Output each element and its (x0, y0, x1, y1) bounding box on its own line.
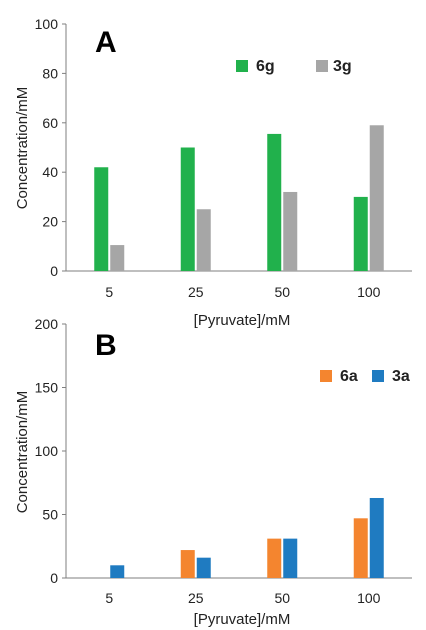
bar-3g-5 (110, 245, 125, 271)
panel-label: B (95, 329, 117, 362)
y-tick-label: 100 (35, 16, 59, 32)
bar-3g-100 (369, 125, 384, 272)
bar-6g-100 (353, 196, 368, 271)
y-tick-label: 60 (42, 115, 58, 131)
bar-3a-25 (196, 557, 211, 578)
x-tick-label: 50 (274, 590, 290, 606)
legend-label-3a: 3a (392, 368, 410, 385)
legend-label-3g: 3g (333, 58, 352, 75)
x-tick-label: 25 (188, 590, 204, 606)
bar-6a-50 (267, 538, 282, 578)
chart-panel-a: 0 20 40 60 80 100 5 25 50 100 Concentration/mM [Pyr… (14, 16, 412, 329)
bar-3a-100 (369, 497, 384, 578)
legend-swatch-6g (236, 60, 248, 72)
bar-3a-5 (110, 565, 125, 578)
y-tick-label: 100 (35, 443, 59, 459)
x-tick-label: 25 (188, 284, 204, 300)
x-tick-label: 5 (105, 590, 113, 606)
y-tick-label: 20 (42, 214, 58, 230)
y-tick-label: 40 (42, 164, 58, 180)
y-axis-label: Concentration/mM (14, 87, 31, 210)
y-tick-label: 0 (50, 263, 58, 279)
x-tick-label: 100 (357, 590, 381, 606)
panel-label: A (95, 26, 117, 59)
y-tick-label: 0 (50, 570, 58, 586)
x-tick-label: 50 (274, 284, 290, 300)
x-tick-label: 5 (105, 284, 113, 300)
legend-label-6a: 6a (340, 368, 358, 385)
bar-3g-50 (283, 191, 298, 271)
x-tick-label: 100 (357, 284, 381, 300)
y-tick-label: 200 (35, 316, 59, 332)
y-tick-label: 50 (42, 507, 58, 523)
bar-6g-50 (267, 133, 282, 271)
y-tick-label: 80 (42, 65, 58, 81)
bar-3g-25 (196, 209, 211, 271)
bar-6a-100 (353, 518, 368, 578)
y-tick-label: 150 (35, 380, 59, 396)
bar-6a-25 (180, 550, 195, 578)
bar-6g-25 (180, 147, 195, 271)
legend-swatch-6a (320, 370, 332, 382)
legend-swatch-3a (372, 370, 384, 382)
y-axis-label: Concentration/mM (14, 391, 31, 514)
bar-6g-5 (94, 167, 109, 271)
bar-3a-50 (283, 538, 298, 578)
x-axis-label: [Pyruvate]/mM (194, 611, 291, 628)
legend-label-6g: 6g (256, 58, 275, 75)
legend-swatch-3g (316, 60, 328, 72)
x-axis-label: [Pyruvate]/mM (194, 312, 291, 329)
